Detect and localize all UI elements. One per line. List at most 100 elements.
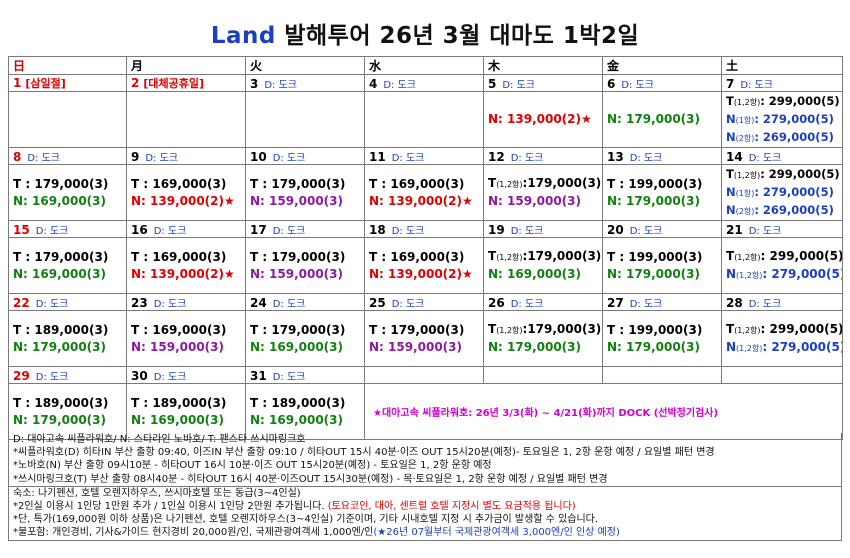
dock-tag: D: 도크	[264, 79, 298, 91]
price-sub: (1항)	[735, 115, 755, 125]
dock-tag: D: 도크	[35, 225, 69, 237]
price-label: N	[726, 202, 736, 217]
dock-tag: D: 도크	[502, 79, 536, 91]
price-line: T(1,2항): 299,000(5)	[726, 321, 842, 339]
price-line: T : 179,000(3)	[250, 176, 346, 191]
price-value: : 299,000(5)	[760, 248, 843, 263]
notes-panel: D: 대아고속 씨플라워호/ N: 스타라인 노바호/ T: 팬스타 쓰시마링크…	[8, 433, 842, 541]
price-line: N: 159,000(3)	[488, 194, 581, 208]
dock-tag: D: 도크	[35, 298, 69, 310]
price-line: T : 179,000(3)	[13, 176, 109, 191]
price-value: :179,000(3)	[522, 322, 602, 336]
price-label: T	[488, 249, 497, 263]
price-value: : 299,000(5)	[760, 166, 840, 181]
price-line: N: 139,000(2)★	[488, 112, 592, 126]
price-line: N: 179,000(3)	[607, 339, 700, 354]
day-cell: 15 D: 도크	[8, 220, 127, 238]
day-number: 13	[607, 149, 624, 164]
note-line: *불포함: 개인경비, 기사&가이드 현지경비 20,000원/인, 국제관광여…	[9, 526, 841, 539]
day-number: 3	[250, 76, 259, 91]
price-line: N(2항): 269,000(5)	[726, 202, 838, 220]
day-number: 2	[131, 76, 140, 90]
title-brand: Land	[210, 23, 276, 49]
day-number: 30	[131, 368, 148, 383]
price-cell: T : 179,000(3) N: 169,000(3)	[245, 310, 365, 367]
day-number: 12	[488, 149, 505, 164]
price-cell: T(1,2항):179,000(3) N: 179,000(3)	[483, 310, 603, 367]
day-cell: 12 D: 도크	[483, 147, 603, 165]
price-value: : 279,000(5)	[754, 184, 834, 199]
note-line: *노바호(N) 부산 출항 09시10분 - 히타OUT 16시 10분·이즈 …	[13, 460, 492, 472]
dock-tag: D: 도크	[748, 152, 782, 164]
day-cell: 27 D: 도크	[602, 293, 722, 311]
day-row: 22 D: 도크 23 D: 도크 24 D: 도크 25 D: 도크 26 D: 도크 27 D: …	[8, 293, 843, 311]
day-cell: 6 D: 도크	[602, 74, 722, 92]
price-sub: (1,2항)	[736, 343, 763, 353]
price-cell	[245, 91, 365, 148]
price-sub: (2항)	[735, 206, 755, 216]
price-value: :179,000(3)	[522, 176, 602, 190]
day-number: 28	[726, 295, 743, 310]
price-line: T(1,2항):179,000(3)	[488, 175, 601, 193]
price-row: T : 189,000(3) N: 179,000(3) T : 189,000(3…	[8, 383, 843, 440]
dock-tag: D: 도크	[391, 152, 425, 164]
day-cell: 11 D: 도크	[364, 147, 484, 165]
day-cell: 4 D: 도크	[364, 74, 484, 92]
price-line: T : 199,000(3)	[607, 249, 703, 264]
dock-tag: D: 도크	[391, 225, 425, 237]
dock-tag: D: 도크	[391, 298, 425, 310]
day-cell: 5 D: 도크	[483, 74, 603, 92]
price-line: T : 169,000(3)	[131, 322, 227, 337]
empty-cell	[721, 366, 843, 384]
price-sub: (1,2항)	[496, 326, 523, 335]
price-cell: T : 179,000(3) N: 169,000(3)	[8, 164, 127, 221]
note-line: *2인실 이용시 1인당 1만원 추가 / 1인실 이용시 1인당 2만원 추가…	[9, 500, 841, 513]
day-number: 16	[131, 222, 148, 237]
weekday-header: 金	[602, 56, 722, 75]
day-cell: 18 D: 도크	[364, 220, 484, 238]
dock-tag: D: 도크	[272, 371, 306, 383]
price-cell: N: 139,000(2)★	[483, 91, 603, 148]
price-cell	[364, 91, 484, 148]
dock-tag: D: 도크	[629, 225, 663, 237]
price-label: T	[488, 176, 497, 190]
price-line: T : 189,000(3)	[13, 322, 109, 337]
price-line: N: 169,000(3)	[131, 412, 224, 427]
price-line: N: 179,000(3)	[607, 112, 700, 126]
note-highlight: (★26년 07월부터 국제관광여객세 3,000엔/인 인상 예정)	[373, 527, 620, 539]
price-sub: (1항)	[735, 188, 755, 198]
day-number: 6	[607, 76, 616, 91]
price-line: N: 169,000(3)	[250, 412, 343, 427]
day-number: 21	[726, 222, 743, 237]
price-sub: (2항)	[735, 133, 755, 143]
day-cell: 26 D: 도크	[483, 293, 603, 311]
price-sub: (1,2항)	[736, 270, 763, 280]
price-label: N	[726, 266, 737, 281]
price-row: T : 189,000(3) N: 179,000(3) T : 169,000(3…	[8, 310, 843, 367]
price-line: N: 139,000(2)★	[131, 266, 235, 281]
empty-cell	[483, 366, 603, 384]
price-value: : 279,000(5)	[754, 111, 834, 126]
day-cell: 21 D: 도크	[721, 220, 843, 238]
price-line: T : 179,000(3)	[369, 322, 465, 337]
price-line: N: 139,000(2)★	[369, 266, 473, 281]
price-cell: T : 179,000(3) N: 159,000(3)	[364, 310, 484, 367]
title-text: 발해투어 26년 3월 대마도 1박2일	[284, 23, 640, 49]
price-cell: T : 179,000(3) N: 159,000(3)	[245, 237, 365, 294]
price-cell: T : 189,000(3) N: 179,000(3)	[8, 310, 127, 367]
price-line: N: 169,000(3)	[13, 193, 106, 208]
ship-legend: D: 대아고속 씨플라워호/ N: 스타라인 노바호/ T: 팬스타 쓰시마링크…	[13, 434, 306, 445]
price-line: N: 159,000(3)	[131, 339, 224, 354]
day-row: 1 [삼일절] 2 [대체공휴일] 3 D: 도크 4 D: 도크 5 D: 도크 6 D: 도크 7 D…	[8, 74, 843, 92]
weekday-header: 火	[245, 56, 365, 75]
price-sub: (1,2항)	[734, 252, 761, 262]
price-label: T	[726, 248, 735, 263]
price-row: T : 179,000(3) N: 169,000(3) T : 169,000(3…	[8, 164, 843, 221]
price-cell: T : 189,000(3) N: 169,000(3)	[245, 383, 365, 440]
price-line: T : 189,000(3)	[13, 395, 109, 410]
day-number: 29	[13, 368, 30, 383]
day-cell: 7 D: 도크	[721, 74, 843, 92]
dock-tag: D: 도크	[153, 225, 187, 237]
day-cell: 28 D: 도크	[721, 293, 843, 311]
price-cell: T(1,2항): 299,000(5) N(1,2항): 279,000(5)	[721, 237, 843, 294]
